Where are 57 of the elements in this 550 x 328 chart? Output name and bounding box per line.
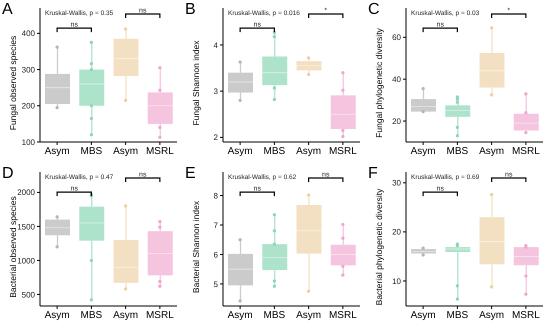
y-tick-label: 500 [22,290,36,300]
chart-title: F [368,165,378,182]
y-tick-label: 40 [392,75,402,84]
x-tick-label: Asym [479,146,504,158]
y-tick-label: 20 [392,116,402,126]
x-tick-label: MBS [264,310,286,322]
x-tick-label: MSRL [146,310,174,322]
y-tick-label: 2 [214,133,219,142]
y-tick-label: 8 [214,191,219,200]
y-tick-label: 400 [22,29,36,38]
x-tick-label: MBS [80,310,103,322]
x-tick-label: Asym [44,310,70,322]
x-tick-label: MBS [446,146,469,158]
x-tick-label: MSRL [512,146,540,158]
y-tick-label: 10 [392,276,402,286]
chart-title: D [2,165,14,182]
x-tick-label: Asym [479,310,504,322]
y-tick-label: 7 [214,220,219,230]
x-tick-label: MSRL [512,310,540,322]
x-tick-label: Asym [410,146,436,158]
y-tick-label: 6 [214,250,219,260]
y-axis-title: Fungal phylogenetic diversity [374,27,384,138]
chart-title: C [368,1,380,18]
x-tick-label: MSRL [146,146,174,158]
x-tick-label: Asym [228,310,253,322]
y-tick-label: 1000 [17,256,36,266]
y-tick-label: 30 [392,178,402,188]
y-tick-label: 5 [214,280,219,289]
x-tick-label: Asym [113,146,138,158]
y-axis-title: Fungal observed species [8,36,18,130]
y-axis-title: Bacterial phylogenetic diversity [374,188,384,306]
y-tick-label: 2000 [17,188,36,198]
y-tick-label: 3 [214,87,219,96]
y-tick-label: 1500 [17,222,36,232]
x-tick-label: MSRL [328,146,358,158]
y-axis-title: Bacterial Shannon index [191,200,201,294]
x-tick-label: MSRL [328,310,358,322]
chart-title: E [185,165,196,182]
x-tick-label: Asym [113,310,138,322]
chart-title: A [2,1,13,18]
x-tick-label: Asym [44,146,70,158]
y-tick-label: 100 [22,138,36,147]
y-tick-label: 60 [392,33,402,42]
x-tick-label: MBS [446,310,469,322]
y-axis-title: Fungal Shannon index [191,40,201,126]
y-axis-title: Bacterial observed species [8,196,18,298]
y-tick-label: 300 [22,65,36,74]
x-tick-label: MBS [264,146,286,158]
x-tick-label: Asym [410,310,436,322]
x-tick-label: MBS [80,146,103,158]
y-tick-label: 20 [392,228,402,237]
y-tick-label: 4 [214,40,219,50]
x-tick-label: Asym [228,146,253,158]
x-tick-label: Asym [296,146,322,158]
x-tick-label: Asym [296,310,322,322]
y-tick-label: 200 [22,102,36,111]
chart-title: B [185,1,196,18]
